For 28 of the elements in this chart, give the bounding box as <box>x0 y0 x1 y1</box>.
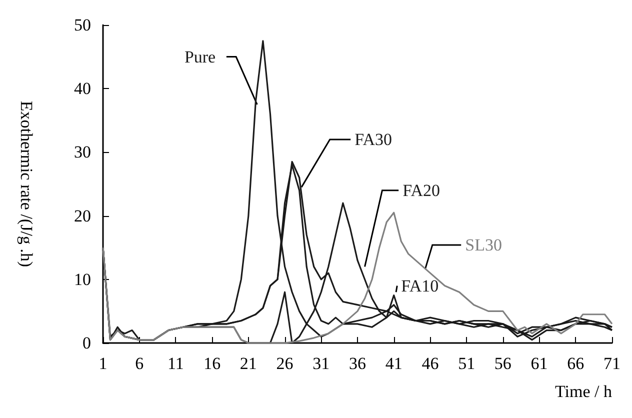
text: FA30 <box>354 130 392 149</box>
text: Pure <box>184 47 216 66</box>
x-tick-label: 41 <box>385 354 402 373</box>
y-tick-label: 20 <box>74 206 91 226</box>
x-tick-label: 46 <box>422 354 439 373</box>
x-tick-label: 56 <box>494 354 512 373</box>
series-label: FA10 <box>401 276 439 296</box>
x-tick-label: 71 <box>604 354 620 373</box>
y-tick-label: 40 <box>74 79 91 98</box>
text: SL30 <box>465 236 502 255</box>
y-tick-label: 30 <box>74 142 91 162</box>
y-tick-label: 10 <box>74 270 91 289</box>
x-tick-label: 36 <box>349 354 366 373</box>
y-tick-label: 0 <box>82 334 91 352</box>
x-tick-label: 6 <box>135 354 144 373</box>
x-tick-label: 21 <box>240 354 257 373</box>
x-tick-label: 26 <box>276 354 294 373</box>
x-tick-label: 11 <box>168 354 184 373</box>
x-tick-label: 51 <box>458 354 476 373</box>
x-axis-title: Time / h <box>554 382 612 401</box>
y-tick-label: 50 <box>74 16 91 34</box>
text: FA20 <box>402 180 440 200</box>
x-tick-label: 66 <box>567 354 584 373</box>
x-tick-label: 16 <box>204 354 221 373</box>
x-tick-label: 1 <box>98 354 108 373</box>
y-axis-title: Exothermic rate /(J/g .h) <box>17 100 36 268</box>
x-tick-label: 61 <box>530 354 548 373</box>
x-tick-label: 31 <box>312 354 330 373</box>
